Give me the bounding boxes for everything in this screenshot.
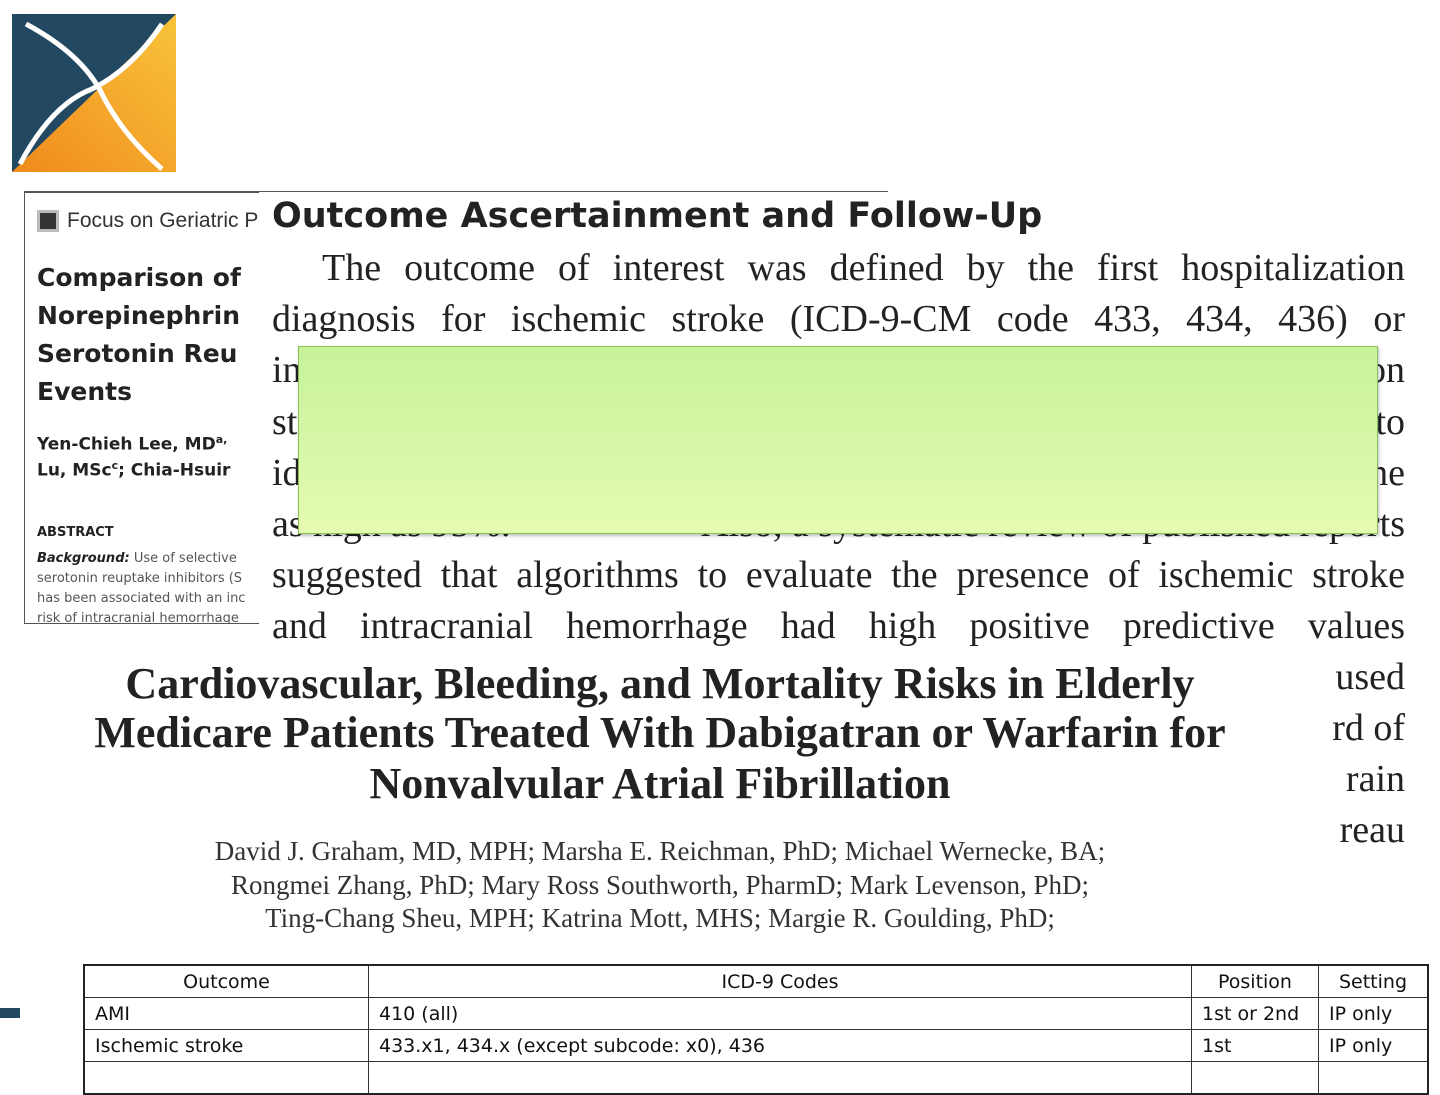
geriatric-clip: Focus on Geriatric P Comparison of Norep… — [24, 192, 259, 624]
abstract-label: ABSTRACT — [37, 525, 114, 540]
text-fragment: The outcome of interest was defined by t… — [322, 247, 1405, 289]
highlight-box — [298, 346, 1378, 534]
author-line: Yen-Chieh Lee, MDa, — [37, 433, 227, 455]
cell — [368, 1061, 1192, 1095]
body-line: suggested that algorithms to evaluate th… — [272, 553, 1405, 597]
abstract-line: Background: Use of selective — [37, 551, 237, 566]
text-fragment: id — [272, 452, 302, 494]
author-line: Lu, MScc; Chia-Hsuir — [37, 459, 230, 481]
cell — [83, 1061, 369, 1095]
slide: {"geriatric_clip": {"journal": "Focus on… — [0, 14, 1429, 1095]
header-cell: ICD-9 Codes — [368, 964, 1192, 998]
title-line: Comparison of — [37, 263, 241, 292]
text-fragment: suggested that algorithms to evaluate th… — [272, 554, 1405, 596]
title-line: Cardiovascular, Bleeding, and Mortality … — [125, 659, 1195, 708]
abstract-line: risk of intracranial hemorrhage — [37, 611, 239, 624]
text-fragment: rain — [1345, 758, 1405, 800]
cell: IP only — [1318, 997, 1429, 1030]
table-body: AMI 410 (all) 1st or 2nd IP only Ischemic st… — [83, 997, 1429, 1062]
table-row: AMI 410 (all) 1st or 2nd IP only — [83, 997, 1429, 1030]
section-heading: Outcome Ascertainment and Follow-Up — [272, 196, 1043, 236]
header-cell: Setting — [1318, 964, 1429, 998]
outcome-table: Outcome ICD-9 Codes Position Setting AMI… — [83, 964, 1429, 1095]
title-line: Norepinephrin — [37, 301, 240, 330]
affiliation: a, — [215, 433, 228, 446]
author-line: David J. Graham, MD, MPH; Marsha E. Reic… — [214, 836, 1106, 866]
affiliation: c — [111, 459, 119, 472]
cell: 1st — [1191, 1029, 1319, 1062]
author-line: Rongmei Zhang, PhD; Mary Ross Southworth… — [231, 870, 1089, 900]
cell — [1191, 1061, 1319, 1095]
title-line: Serotonin Reu — [37, 339, 238, 368]
journal-name: Focus on Geriatric P — [67, 209, 259, 232]
cell: 410 (all) — [368, 997, 1192, 1030]
body-line: The outcome of interest was defined by t… — [322, 246, 1405, 290]
table-row: Ischemic stroke 433.x1, 434.x (except sub… — [83, 1029, 1429, 1062]
abstract-text: Use of selective — [133, 551, 237, 566]
text-fragment: used — [1335, 656, 1405, 698]
body-line: diagnosis for ischemic stroke (ICD-9-CM … — [272, 297, 1405, 341]
author: ; Chia-Hsuir — [118, 460, 231, 481]
author-line: Ting-Chang Sheu, MPH; Katrina Mott, MHS;… — [265, 903, 1055, 933]
cell: 433.x1, 434.x (except subcode: x0), 436 — [368, 1029, 1192, 1062]
cell: AMI — [83, 997, 369, 1030]
cell: IP only — [1318, 1029, 1429, 1062]
cell — [1318, 1061, 1429, 1095]
body-line: and intracranial hemorrhage had high pos… — [272, 604, 1405, 648]
author: Lu, MSc — [37, 460, 112, 481]
header-cell: Outcome — [83, 964, 369, 998]
dabigatran-clip: Cardiovascular, Bleeding, and Mortality … — [0, 648, 1300, 945]
body-line: st to — [272, 400, 1405, 444]
text-fragment: reau — [1339, 809, 1405, 851]
title-line: Medicare Patients Treated With Dabigatra… — [94, 708, 1226, 757]
title-line: Events — [37, 377, 132, 406]
text-fragment: in — [272, 349, 302, 391]
author: Yen-Chieh Lee, MD — [37, 434, 216, 455]
abstract-line: has been associated with an inc — [37, 591, 246, 606]
text-fragment: rd of — [1332, 707, 1405, 749]
text-fragment: st — [272, 401, 298, 443]
background-label: Background: — [37, 551, 130, 566]
rule — [24, 191, 888, 192]
cell: Ischemic stroke — [83, 1029, 369, 1062]
cut-row — [83, 1061, 1429, 1095]
cell: 1st or 2nd — [1191, 997, 1319, 1030]
abstract-line: serotonin reuptake inhibitors (S — [37, 571, 243, 586]
title-line: Nonvalvular Atrial Fibrillation — [369, 759, 951, 808]
journal: Focus on Geriatric P — [37, 209, 258, 233]
text-fragment: diagnosis for ischemic stroke (ICD-9-CM … — [272, 298, 1405, 340]
text-fragment: and intracranial hemorrhage had high pos… — [272, 605, 1405, 647]
slide-marker — [0, 1008, 20, 1018]
header-cell: Position — [1191, 964, 1319, 998]
icon — [37, 210, 59, 232]
header-row: Outcome ICD-9 Codes Position Setting — [83, 964, 1429, 998]
text-fragment: to — [1375, 401, 1405, 443]
logo — [12, 14, 176, 172]
